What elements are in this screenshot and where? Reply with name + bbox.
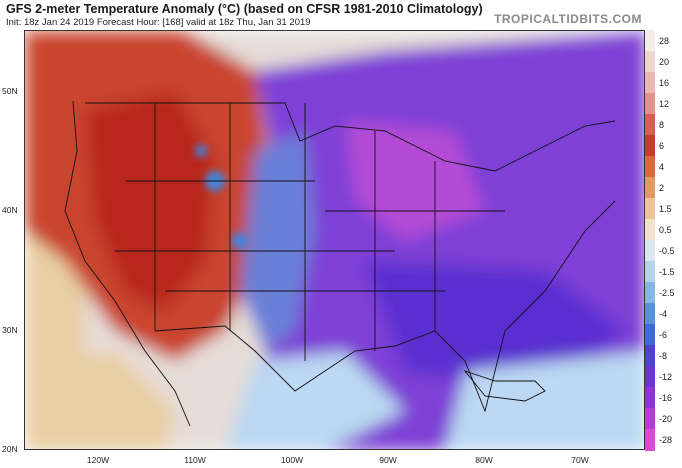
colorbar-label: 20 — [659, 56, 670, 67]
map-title: GFS 2-meter Temperature Anomaly (°C) (ba… — [6, 2, 483, 16]
lon-label-70w: 70W — [571, 455, 589, 465]
colorbar-swatch — [645, 345, 655, 367]
colorbar-swatch — [645, 177, 655, 199]
colorbar-swatch — [645, 51, 655, 73]
colorbar-label: -28 — [659, 434, 673, 445]
colorbar-swatch — [645, 429, 655, 451]
us-canada-border — [85, 102, 616, 172]
colorbar-label: 12 — [659, 98, 670, 109]
mexico-warm-field — [25, 351, 175, 449]
colorbar-swatch — [645, 72, 655, 94]
colorbar-label: 1.5 — [659, 203, 672, 214]
colorbar-label: -16 — [659, 392, 673, 403]
west-coastline — [64, 100, 191, 427]
plains-blue-field — [240, 131, 315, 351]
colorbar-label: 0.5 — [659, 224, 672, 235]
colorbar-label: -2.5 — [659, 287, 675, 298]
colorbar-swatch — [645, 30, 655, 52]
cold-spot-3 — [195, 145, 207, 157]
colorbar-label: 8 — [659, 119, 665, 130]
colorbar-swatch — [645, 240, 655, 262]
geo-outlines — [64, 100, 616, 427]
colorbar-label: 16 — [659, 77, 670, 88]
colorbar-label: -20 — [659, 413, 673, 424]
colorbar-label: -0.5 — [659, 245, 675, 256]
anomaly-map — [24, 30, 645, 450]
site-watermark: TROPICALTIDBITS.COM — [494, 12, 642, 26]
map-canvas — [25, 31, 644, 449]
colorbar-label: 4 — [659, 161, 665, 172]
colorbar-swatch — [645, 282, 655, 304]
colorbar-swatch — [645, 135, 655, 157]
lon-label-120w: 120W — [86, 455, 110, 465]
atlantic-light-field — [445, 351, 644, 449]
west-hot-field — [85, 91, 215, 311]
header: GFS 2-meter Temperature Anomaly (°C) (ba… — [0, 0, 682, 30]
lon-label-110w: 110W — [184, 455, 206, 465]
colorbar-swatch — [645, 156, 655, 178]
cold-spot-2 — [232, 233, 248, 249]
colorbar-swatch — [645, 219, 655, 241]
lat-label-30n: 30N — [2, 325, 18, 335]
southeast-deep-field — [365, 261, 625, 391]
colorbar-swatch — [645, 198, 655, 220]
colorbar-swatch — [645, 261, 655, 283]
colorbar-swatch — [645, 408, 655, 430]
colorbar-swatch — [645, 303, 655, 325]
colorbar-label: -6 — [659, 329, 668, 340]
gulf-light-field — [225, 351, 405, 449]
cuba-outline — [463, 370, 546, 402]
colorbar-label: 28 — [659, 35, 670, 46]
colorbar-swatch — [645, 324, 655, 346]
colorbar-label: 2 — [659, 182, 665, 193]
colorbar-swatch — [645, 366, 655, 388]
lon-label-100w: 100W — [280, 455, 304, 465]
lat-label-40n: 40N — [2, 205, 18, 215]
lon-label-80w: 80W — [475, 455, 493, 465]
lat-label-20n: 20N — [2, 444, 18, 454]
forecast-info: Init: 18z Jan 24 2019 Forecast Hour: [16… — [6, 17, 311, 28]
colorbar-label: -8 — [659, 350, 668, 361]
colorbar-swatch — [645, 114, 655, 136]
lat-label-50n: 50N — [2, 86, 18, 96]
colorbar-label: -1.5 — [659, 266, 675, 277]
colorbar-legend: 28 20 16 12 8 6 4 2 1.5 0.5 -0.5 -1.5 -2.5 -4 -6 -8 -12 -… — [645, 30, 682, 451]
colorbar-label: -4 — [659, 308, 668, 319]
lon-label-90w: 90W — [379, 455, 397, 465]
colorbar-label: 6 — [659, 140, 665, 151]
state-borders — [115, 103, 505, 361]
colorbar-label: -12 — [659, 371, 673, 382]
colorbar-swatch — [645, 93, 655, 115]
colorbar-swatch — [645, 387, 655, 409]
